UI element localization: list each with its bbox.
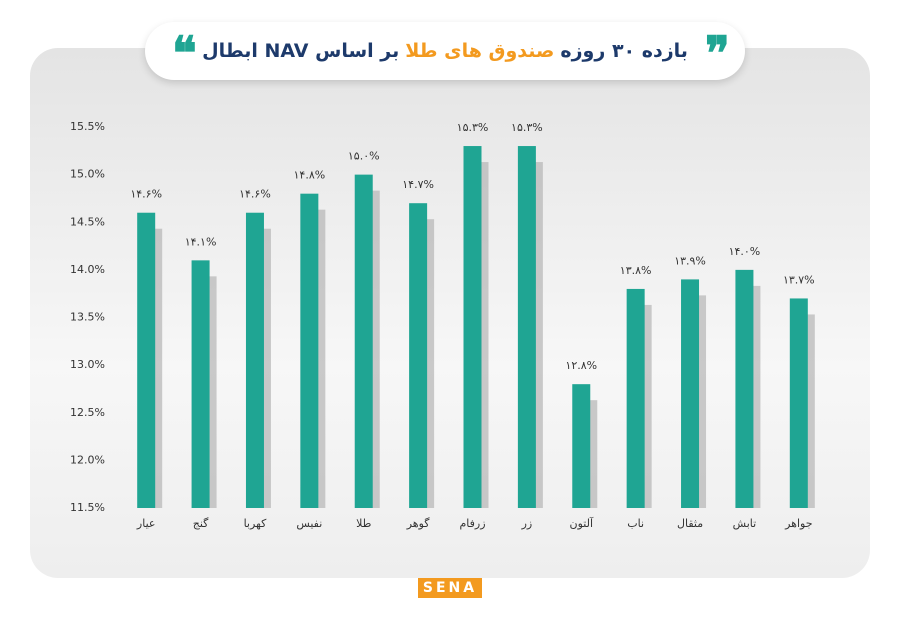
value-label: ۱۵.۰% bbox=[348, 150, 380, 163]
x-tick-label: تابش bbox=[733, 517, 757, 530]
bar bbox=[245, 212, 264, 508]
x-tick-label: گوهر bbox=[406, 517, 431, 530]
y-tick-label: 11.5% bbox=[70, 501, 105, 514]
quote-icon: ❞ bbox=[705, 26, 730, 80]
title-part: بازده ۳۰ روزه bbox=[560, 40, 688, 62]
value-label: ۱۳.۹% bbox=[674, 254, 706, 267]
y-tick-label: 15.5% bbox=[70, 120, 105, 133]
y-tick-label: 14.5% bbox=[70, 215, 105, 228]
bar bbox=[572, 384, 591, 508]
y-tick-label: 12.0% bbox=[70, 453, 105, 466]
value-label: ۱۳.۸% bbox=[620, 264, 652, 277]
value-label: ۱۳.۷% bbox=[783, 273, 815, 286]
value-label: ۱۴.۰% bbox=[729, 245, 761, 258]
x-tick-label: طلا bbox=[356, 517, 372, 530]
value-label: ۱۴.۶% bbox=[239, 188, 271, 201]
x-tick-label: گنج bbox=[193, 517, 209, 530]
y-tick-label: 15.0% bbox=[70, 168, 105, 181]
logo: SENA bbox=[418, 578, 482, 598]
bar bbox=[681, 279, 700, 508]
bar bbox=[137, 212, 156, 508]
title-highlight: صندوق های طلا bbox=[405, 40, 555, 62]
bar bbox=[789, 298, 808, 508]
bar bbox=[735, 269, 754, 508]
bar bbox=[626, 288, 645, 508]
bar bbox=[409, 203, 428, 508]
quote-icon: ❝ bbox=[172, 26, 197, 80]
x-tick-label: زرفام bbox=[459, 517, 485, 530]
x-tick-label: جواهر bbox=[784, 517, 812, 530]
value-label: ۱۵.۳% bbox=[457, 121, 489, 134]
x-tick-label: عیار bbox=[136, 517, 156, 530]
value-label: ۱۴.۶% bbox=[130, 188, 162, 201]
x-tick-label: زر bbox=[521, 517, 533, 530]
x-tick-label: مثقال bbox=[677, 517, 703, 530]
y-tick-label: 14.0% bbox=[70, 263, 105, 276]
x-tick-label: کهربا bbox=[244, 517, 268, 530]
value-label: ۱۴.۸% bbox=[294, 169, 326, 182]
value-label: ۱۴.۷% bbox=[402, 178, 434, 191]
value-label: ۱۲.۸% bbox=[565, 359, 597, 372]
x-tick-label: نفیس bbox=[296, 517, 322, 530]
bar bbox=[191, 260, 210, 508]
bar bbox=[517, 146, 536, 509]
value-label: ۱۴.۱% bbox=[185, 235, 217, 248]
x-tick-label: آلتون bbox=[570, 516, 594, 530]
y-tick-label: 13.0% bbox=[70, 358, 105, 371]
chart-panel bbox=[30, 48, 870, 578]
x-tick-label: ناب bbox=[627, 517, 644, 530]
y-tick-label: 12.5% bbox=[70, 406, 105, 419]
bar bbox=[354, 174, 373, 508]
bar bbox=[300, 193, 319, 509]
chart-title: بازده ۳۰ روزه صندوق های طلا بر اساس NAV … bbox=[145, 22, 745, 80]
title-part: بر اساس NAV ابطال bbox=[202, 40, 400, 62]
y-tick-label: 13.5% bbox=[70, 311, 105, 324]
bar bbox=[463, 146, 482, 509]
value-label: ۱۵.۳% bbox=[511, 121, 543, 134]
